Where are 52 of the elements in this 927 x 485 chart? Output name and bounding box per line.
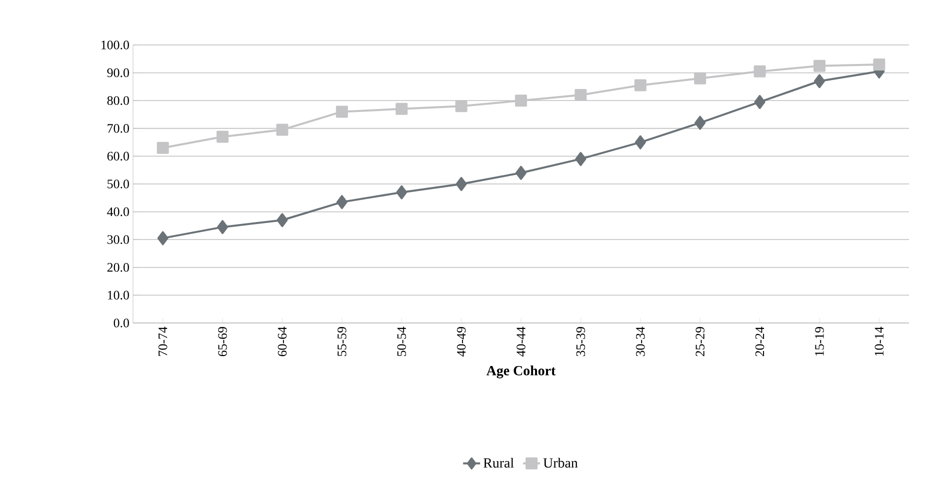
point xyxy=(156,142,169,154)
point xyxy=(574,89,587,102)
x-tick-label: 20-24 xyxy=(755,326,764,356)
point xyxy=(276,213,288,228)
point xyxy=(754,94,766,109)
point xyxy=(515,94,528,107)
y-tick-label: 60.0 xyxy=(107,152,129,161)
x-tick-label: 25-29 xyxy=(696,327,704,356)
x-tick-label: 60-64 xyxy=(278,326,287,356)
point xyxy=(575,152,586,166)
x-tick-label: 55-59 xyxy=(338,327,346,356)
y-tick-label: 80.0 xyxy=(107,96,129,105)
x-tick-label: 15-19 xyxy=(815,327,824,356)
x-tick-label: 70-74 xyxy=(158,326,168,356)
legend-label: Rural xyxy=(484,458,514,468)
point xyxy=(336,195,348,210)
y-tick-label: 20.0 xyxy=(107,262,129,272)
y-tick-label: 0.0 xyxy=(114,318,129,328)
point xyxy=(217,220,228,234)
point xyxy=(694,72,706,84)
y-tick-label: 70.0 xyxy=(108,124,129,133)
x-tick-label: 65-69 xyxy=(218,327,227,356)
point xyxy=(634,135,646,150)
point xyxy=(396,102,408,115)
point xyxy=(814,74,825,88)
x-tick-label: 40-44 xyxy=(516,326,526,356)
point xyxy=(216,130,229,143)
point xyxy=(456,176,467,191)
x-tick-label: 40-49 xyxy=(456,327,466,356)
x-tick-label: 35-39 xyxy=(576,327,586,356)
point xyxy=(157,231,168,246)
point xyxy=(455,100,468,112)
x-axis-title: Age Cohort xyxy=(486,366,556,378)
x-tick-label: 10-14 xyxy=(874,326,884,356)
x-tick-label: 30-34 xyxy=(636,326,645,356)
y-tick-label: 50.0 xyxy=(108,180,129,188)
point xyxy=(754,65,766,78)
y-tick-label: 90.0 xyxy=(107,68,129,78)
point xyxy=(634,79,646,92)
point xyxy=(336,106,348,118)
point xyxy=(396,185,408,200)
point xyxy=(276,124,288,136)
x-tick-label: 50-54 xyxy=(397,326,406,356)
y-tick-label: 30.0 xyxy=(107,235,129,244)
point xyxy=(813,60,826,72)
y-tick-label: 40.0 xyxy=(107,207,129,216)
y-tick-label: 10.0 xyxy=(108,290,129,300)
y-tick-label: 100.0 xyxy=(101,40,129,50)
legend-label: Urban xyxy=(543,458,578,468)
point xyxy=(873,58,886,70)
point xyxy=(694,116,706,130)
point xyxy=(516,166,527,180)
